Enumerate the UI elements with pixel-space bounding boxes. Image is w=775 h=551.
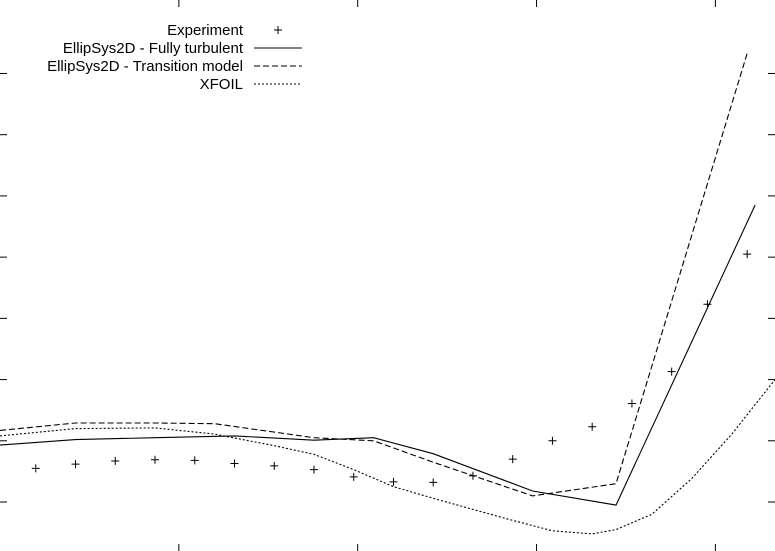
- experiment-point-10: [429, 478, 438, 487]
- experiment-point-9: [389, 477, 398, 486]
- experiment-point-15: [627, 399, 636, 408]
- experiment-point-6: [270, 461, 279, 470]
- experiment-point-0: [31, 464, 40, 473]
- experiment-point-7: [309, 465, 318, 474]
- series-line-2: [0, 53, 748, 497]
- series-experiment: [31, 250, 752, 487]
- experiment-point-2: [111, 457, 120, 466]
- series-layer: [0, 53, 775, 535]
- series-line-1: [0, 204, 756, 506]
- experiment-point-4: [190, 456, 199, 465]
- experiment-point-18: [743, 250, 752, 259]
- series-line-3: [0, 379, 775, 535]
- legend-label-3: XFOIL: [200, 76, 243, 93]
- experiment-point-3: [151, 455, 159, 464]
- experiment-point-8: [349, 472, 358, 481]
- experiment-point-14: [588, 422, 597, 431]
- experiment-point-13: [548, 436, 557, 445]
- legend-label-2: EllipSys2D - Transition model: [47, 58, 243, 75]
- experiment-point-5: [230, 459, 239, 468]
- legend-label-1: EllipSys2D - Fully turbulent: [63, 40, 244, 57]
- experiment-point-16: [667, 367, 676, 376]
- legend-sample-0: [274, 26, 282, 34]
- experiment-point-1: [71, 460, 80, 469]
- experiment-point-12: [508, 455, 517, 464]
- legend-label-0: Experiment: [167, 22, 244, 39]
